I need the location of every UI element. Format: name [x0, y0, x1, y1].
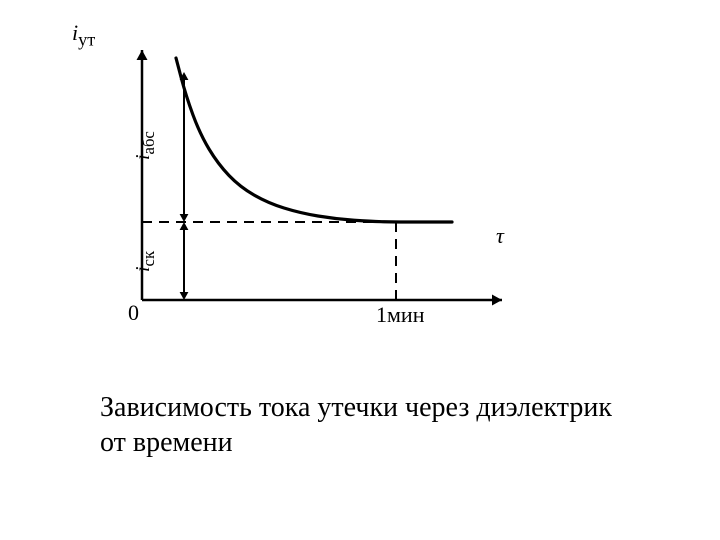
figure-caption: Зависимость тока утечки через диэлектрик…: [100, 390, 620, 460]
annotation-isk: iск: [132, 152, 180, 272]
x-axis-label: τ: [496, 223, 616, 276]
origin-label: 0: [128, 300, 139, 325]
caption-text: Зависимость тока утечки через диэлектрик…: [100, 392, 612, 458]
x-tick-1min: 1мин: [376, 302, 425, 327]
figure-container: { "figure": { "type": "line", "canvas": …: [0, 0, 720, 540]
annotation-iabs: iабс: [132, 40, 180, 160]
